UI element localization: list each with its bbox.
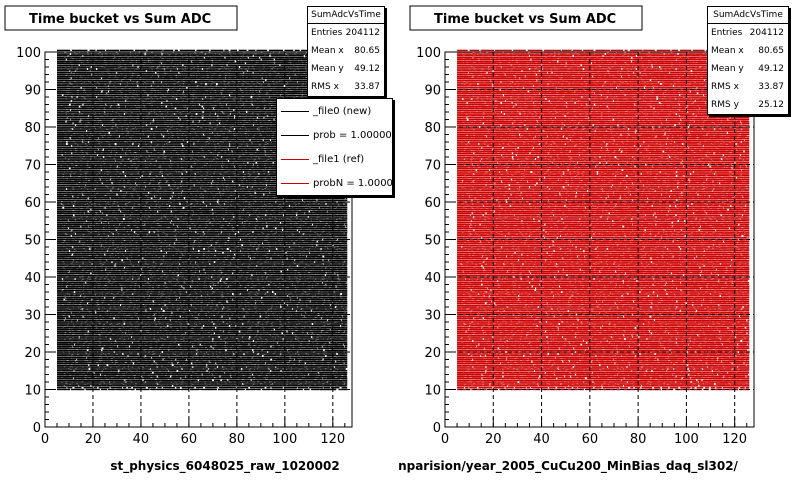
title-box	[4, 5, 238, 31]
chart-title: Time bucket vs Sum ADC	[29, 12, 211, 27]
data-layer	[57, 49, 348, 391]
